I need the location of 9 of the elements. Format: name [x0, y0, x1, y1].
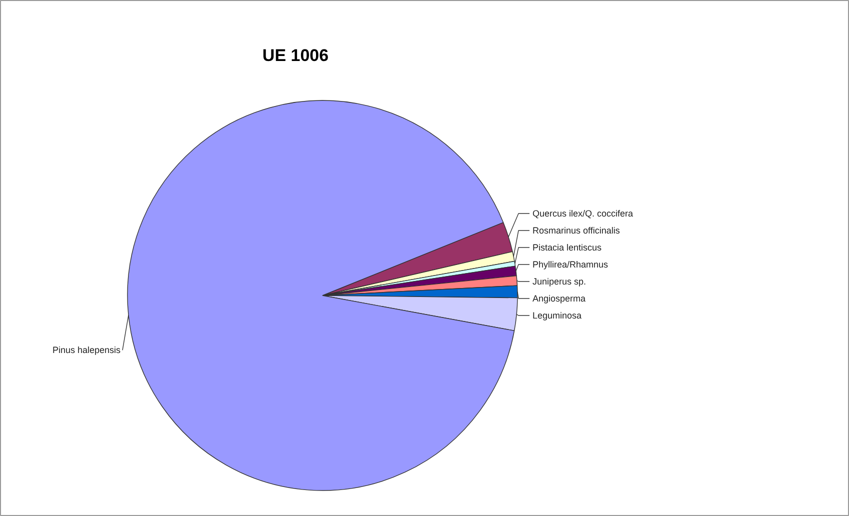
slice-label: Pistacia lentiscus	[532, 242, 602, 252]
slice-label: Quercus ilex/Q. coccifera	[532, 208, 634, 218]
slice-label: Juniperus sp.	[532, 276, 586, 286]
slice-label: Rosmarinus officinalis	[532, 226, 620, 236]
slice-label: Phyllirea/Rhamnus	[532, 260, 609, 270]
chart-title: UE 1006	[262, 46, 329, 65]
slice-label: Angiosperma	[532, 294, 586, 304]
slice-label: Leguminosa	[532, 310, 582, 320]
slice-label: Pinus halepensis	[52, 345, 122, 356]
